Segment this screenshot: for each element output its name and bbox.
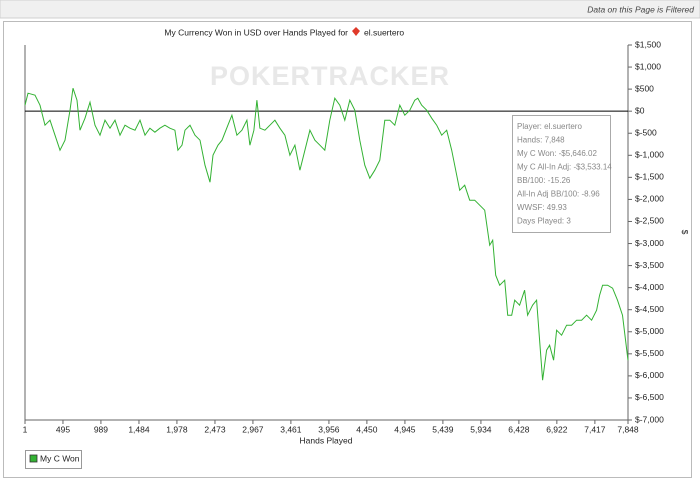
tooltip-box	[512, 115, 611, 233]
x-tick-label: 2,473	[204, 424, 226, 434]
y-tick-label: $-3,000	[635, 238, 664, 248]
x-tick-label: 6,428	[508, 424, 530, 434]
y-tick-label: $-3,500	[635, 260, 664, 270]
y-axis-label: $	[680, 230, 690, 235]
y-tick-label: $-4,500	[635, 304, 664, 314]
y-tick-label: $-5,500	[635, 348, 664, 358]
tooltip-line: Player: el.suertero	[517, 122, 582, 131]
y-tick-label: $500	[635, 83, 654, 93]
tooltip-line: My C Won: -$5,646.02	[517, 149, 597, 158]
tooltip-line: All-In Adj BB/100: -8.96	[517, 190, 600, 199]
watermark: POKERTRACKER	[210, 61, 450, 91]
y-tick-label: $-500	[635, 127, 657, 137]
x-tick-label: 5,934	[470, 424, 492, 434]
player-icon	[352, 27, 360, 36]
x-tick-label: 5,439	[432, 424, 454, 434]
x-tick-label: 495	[56, 424, 70, 434]
x-axis-label: Hands Played	[300, 435, 353, 445]
y-tick-label: $-7,000	[635, 414, 664, 424]
x-tick-label: 1	[23, 424, 28, 434]
filter-bar	[0, 0, 700, 19]
chart-title: My Currency Won in USD over Hands Played…	[164, 27, 348, 37]
filter-notice: Data on this Page is Filtered	[587, 4, 694, 14]
y-tick-label: $1,500	[635, 39, 661, 49]
tooltip-line: WWSF: 49.93	[517, 203, 567, 212]
y-tick-label: $-6,500	[635, 392, 664, 402]
legend-label: My C Won	[40, 453, 80, 463]
x-tick-label: 3,461	[280, 424, 302, 434]
x-tick-label: 989	[94, 424, 108, 434]
legend-swatch	[29, 454, 38, 463]
legend-box	[25, 450, 82, 469]
y-tick-label: $-2,000	[635, 194, 664, 204]
x-tick-label: 1,484	[128, 424, 150, 434]
tooltip-line: BB/100: -15.26	[517, 176, 571, 185]
x-tick-label: 7,848	[617, 424, 639, 434]
x-tick-label: 4,945	[394, 424, 416, 434]
chart-frame	[3, 21, 692, 478]
y-tick-label: $-1,000	[635, 150, 664, 160]
x-tick-label: 2,967	[242, 424, 264, 434]
x-tick-label: 1,978	[166, 424, 188, 434]
y-tick-label: $-5,000	[635, 326, 664, 336]
player-name: el.suertero	[364, 27, 404, 37]
tooltip-line: Hands: 7,848	[517, 136, 565, 145]
y-tick-label: $1,000	[635, 61, 661, 71]
y-tick-label: $0	[635, 105, 645, 115]
y-tick-label: $-6,000	[635, 370, 664, 380]
y-tick-label: $-1,500	[635, 172, 664, 182]
tooltip-line: Days Played: 3	[517, 217, 571, 226]
y-tick-label: $-4,000	[635, 282, 664, 292]
tooltip-line: My C All-In Adj: -$3,533.14	[517, 163, 612, 172]
series-line	[24, 88, 629, 381]
x-tick-label: 3,956	[318, 424, 340, 434]
x-tick-label: 7,417	[584, 424, 606, 434]
x-tick-label: 6,922	[546, 424, 568, 434]
x-tick-label: 4,450	[356, 424, 378, 434]
y-tick-label: $-2,500	[635, 216, 664, 226]
